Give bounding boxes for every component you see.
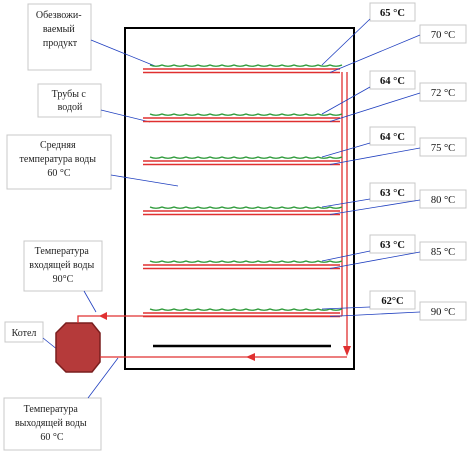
water-temp-box: [419, 82, 467, 102]
label-avg-temp: Средняя температура воды 60 °С: [6, 134, 179, 190]
product-layer: [149, 156, 343, 159]
water-temp-label: 90 °С: [431, 307, 455, 318]
label-product-line-2: ваемый: [43, 24, 76, 35]
downflow-arrow: [343, 346, 351, 356]
label-product-line-1: Обезвожи-: [36, 10, 82, 21]
water-temp-label: 80 °С: [431, 195, 455, 206]
shelf: 64 °С 72 °С: [143, 70, 467, 123]
svg-text:Обезвожи- ваемый п: Обезвожи- ваемый продукт: [36, 10, 84, 49]
leader-line: [329, 92, 421, 122]
boiler: [55, 322, 101, 373]
water-temp-box: [419, 189, 467, 209]
product-layer: [149, 308, 343, 311]
leader-line: [329, 251, 421, 269]
label-avg-temp-line-1: Средняя: [40, 140, 76, 151]
product-temp-label: 65 °С: [380, 8, 405, 19]
water-temp-box: [419, 137, 467, 157]
shelf: 62°С 90 °С: [143, 290, 467, 321]
water-temp-label: 85 °С: [431, 247, 455, 258]
leader-line: [321, 306, 371, 310]
water-temp-label: 70 °С: [431, 30, 455, 41]
label-boiler: Котел: [4, 321, 59, 351]
label-inlet-temp-line-3: 90°С: [53, 274, 74, 285]
product-layer: [149, 64, 343, 67]
label-inlet-temp-line-1: Температура: [35, 246, 90, 257]
label-inlet-temp: Температура входящей воды 90°С: [23, 240, 103, 313]
shelf: 63 °С 80 °С: [143, 182, 467, 216]
water-temp-box: [419, 24, 467, 44]
product-temp-box: [369, 234, 416, 254]
label-pipes: Трубы с водой: [37, 83, 151, 123]
label-pipes-line-2: водой: [58, 102, 83, 113]
label-product-line-3: продукт: [43, 38, 78, 49]
shelf: 65 °С 70 °С: [143, 2, 467, 74]
product-layer: [149, 206, 343, 209]
inlet-arrow: [99, 312, 107, 320]
shelf: 63 °С 85 °С: [143, 234, 467, 270]
leader-line: [321, 142, 371, 158]
svg-text:Трубы с водой: Трубы с водой: [52, 89, 89, 113]
product-layer: [149, 113, 343, 116]
label-outlet-temp-line-3: 60 °С: [40, 432, 63, 443]
label-avg-temp-line-2: температура воды: [20, 154, 97, 165]
leader-line: [329, 311, 421, 317]
leader-line: [321, 198, 371, 208]
product-temp-box: [369, 2, 416, 22]
product-temp-label: 63 °С: [380, 188, 405, 199]
label-outlet-temp-line-1: Температура: [24, 404, 79, 415]
water-temp-box: [419, 301, 467, 321]
label-outlet-temp-line-2: выходящей воды: [15, 418, 87, 429]
product-temp-label: 63 °С: [380, 240, 405, 251]
return-arrow: [246, 353, 255, 361]
product-layer: [149, 260, 343, 263]
shelves: 65 °С 70 °С 64 °С 72 °С 64 °С 75 °С 63 °С 80 °С…: [143, 2, 467, 321]
label-product: Обезвожи- ваемый продукт: [27, 3, 156, 71]
label-boiler-text: Котел: [12, 328, 37, 339]
product-temp-label: 62°С: [381, 296, 403, 307]
product-temp-box: [369, 70, 416, 90]
leader-line: [321, 18, 371, 66]
svg-text:Средняя температура воды: Средняя температура воды 60 °С: [20, 140, 99, 179]
label-outlet-temp: Температура выходящей воды 60 °С: [3, 357, 119, 451]
water-temp-label: 72 °С: [431, 88, 455, 99]
leader-line: [321, 250, 371, 262]
label-pipes-line-1: Трубы с: [52, 89, 87, 100]
shelf: 64 °С 75 °С: [143, 126, 467, 166]
water-temp-label: 75 °С: [431, 143, 455, 154]
dryer-cabinet: [124, 27, 355, 370]
water-temp-box: [419, 241, 467, 261]
product-temp-box: [369, 182, 416, 202]
svg-text:Температура выходящей во: Температура выходящей воды 60 °С: [15, 404, 89, 443]
product-temp-box: [369, 126, 416, 146]
leader-line: [329, 147, 421, 165]
label-avg-temp-line-3: 60 °С: [47, 168, 70, 179]
svg-text:Температура входящей вод: Температура входящей воды 90°С: [29, 246, 96, 285]
product-temp-label: 64 °С: [380, 132, 405, 143]
product-temp-box: [369, 290, 416, 310]
product-temp-label: 64 °С: [380, 76, 405, 87]
label-inlet-temp-line-2: входящей воды: [29, 260, 94, 271]
leader-line: [329, 34, 421, 73]
leader-line: [321, 86, 371, 115]
leader-line: [329, 199, 421, 215]
